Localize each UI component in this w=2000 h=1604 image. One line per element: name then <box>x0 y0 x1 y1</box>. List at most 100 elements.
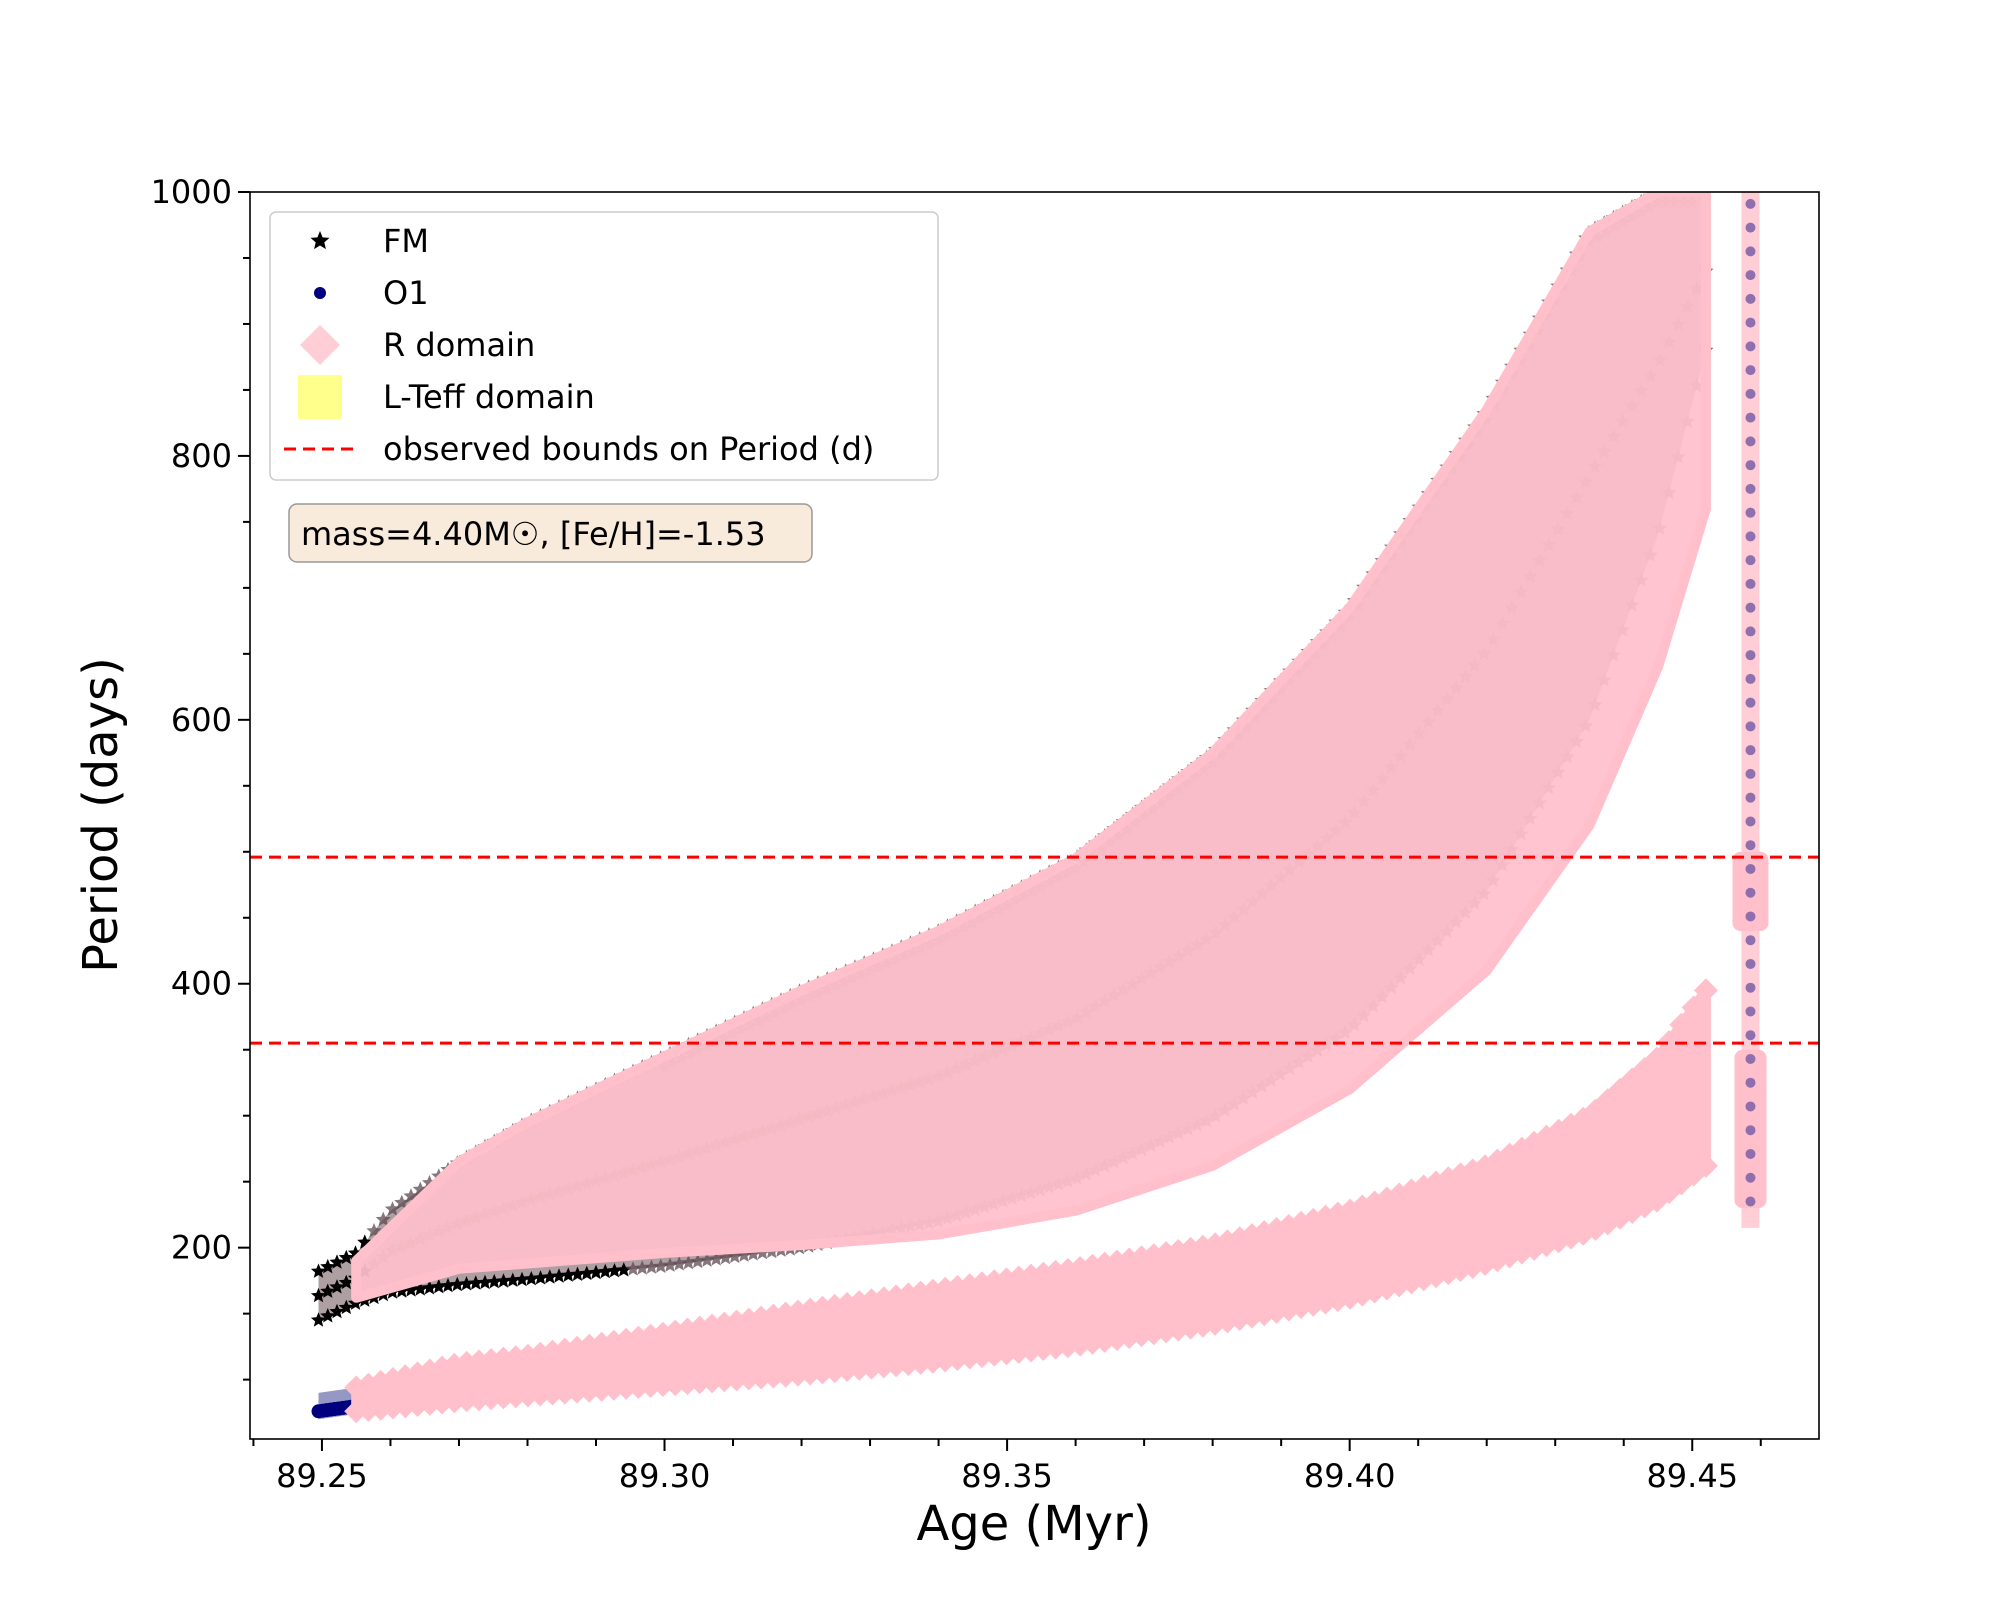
x-tick-label: 89.45 <box>1646 1457 1738 1495</box>
blue-loop-point <box>1745 436 1756 447</box>
blue-loop-point <box>1745 626 1756 637</box>
fm-point <box>495 1273 512 1288</box>
blue-loop-point <box>1745 911 1756 922</box>
blue-loop-point <box>1745 1172 1756 1183</box>
blue-loop-point <box>1745 246 1756 257</box>
r-domain-point <box>1644 1046 1669 1071</box>
fm-point <box>514 1271 530 1287</box>
y-tick-label: 800 <box>171 437 232 475</box>
fm-point <box>736 1247 752 1262</box>
info-box-frame <box>288 503 813 563</box>
fm-point <box>708 1251 724 1266</box>
fm-point <box>717 1249 734 1265</box>
info-box-text: mass=4.40M☉, [Fe/H]=-1.53 <box>301 515 766 553</box>
fm-point <box>310 1287 327 1303</box>
y-tick-label: 400 <box>171 965 232 1003</box>
blue-loop-point <box>1745 198 1756 209</box>
legend-marker-o1 <box>314 287 326 299</box>
legend-label-fm: FM <box>383 222 429 260</box>
fm-point <box>634 1260 650 1275</box>
fm-point <box>394 1194 410 1210</box>
blue-loop-point <box>1745 578 1756 589</box>
blue-loop-point <box>1745 555 1756 566</box>
fm-point <box>320 1308 336 1323</box>
legend-marker-fm <box>310 231 330 250</box>
fm-point <box>468 1275 484 1290</box>
blue-loop-point <box>1745 317 1756 328</box>
blue-loop-point <box>1745 768 1756 779</box>
blue-loop-point <box>1745 1101 1756 1112</box>
fm-point <box>477 1274 493 1290</box>
fm-point <box>329 1303 345 1319</box>
fm-point <box>625 1261 641 1276</box>
legend-markers <box>284 231 356 451</box>
fm-point <box>338 1274 354 1290</box>
blue-loop-point <box>1745 1030 1756 1041</box>
info-box: mass=4.40M☉, [Fe/H]=-1.53 <box>288 503 813 563</box>
fm-point <box>458 1276 475 1291</box>
r-domain-fm-region <box>351 192 1711 1303</box>
legend-label-o1: O1 <box>383 274 429 312</box>
r-domain-point <box>1693 978 1718 1003</box>
blue-loop-point <box>1745 365 1756 376</box>
blue-loop-point <box>1745 745 1756 756</box>
blue-loop-point <box>1745 650 1756 661</box>
fm-point <box>690 1253 706 1269</box>
fm-point <box>569 1266 586 1281</box>
blue-loop-strip <box>1741 192 1760 1228</box>
y-axis-title: Period (days) <box>73 657 129 973</box>
blue-loop-point <box>1745 270 1756 281</box>
blue-loop-point <box>1745 341 1756 352</box>
blue-loop-point <box>1745 483 1756 494</box>
fm-point <box>597 1263 613 1279</box>
fm-point <box>320 1283 336 1298</box>
r-domain-point <box>1669 1012 1694 1037</box>
y-tick-label: 1000 <box>151 173 232 211</box>
blue-loop-point <box>1745 1077 1756 1088</box>
plot-frame <box>249 191 1820 1440</box>
blue-loop-series <box>1732 192 1769 1228</box>
r-domain-point <box>1657 1029 1682 1054</box>
blue-loop-point <box>1745 1006 1756 1017</box>
fm-point <box>338 1299 354 1315</box>
x-tick-label: 89.30 <box>619 1457 711 1495</box>
fm-point <box>532 1270 549 1285</box>
plot-area <box>250 192 1819 1424</box>
blue-loop-point <box>1745 982 1756 993</box>
fm-point <box>329 1279 345 1294</box>
legend-label-observed-bounds: observed bounds on Period (d) <box>383 430 874 468</box>
blue-loop-point <box>1745 222 1756 233</box>
legend: FM O1 R domain L-Teff domain observed bo… <box>269 211 939 481</box>
fm-point <box>375 1211 391 1227</box>
fm-point <box>579 1265 595 1281</box>
fm-point <box>338 1249 354 1265</box>
fm-point <box>727 1248 743 1264</box>
blue-loop-point <box>1745 1148 1756 1159</box>
blue-loop-point <box>1745 388 1756 399</box>
blue-loop-point <box>1745 792 1756 803</box>
x-tick-label: 89.25 <box>276 1457 368 1495</box>
fm-point <box>745 1246 761 1261</box>
fm-point <box>588 1264 604 1280</box>
blue-loop-point <box>1745 935 1756 946</box>
blue-loop-point <box>1745 887 1756 898</box>
legend-marker-r-domain <box>300 325 340 365</box>
fm-point <box>671 1256 687 1271</box>
legend-label-l-teff-domain: L-Teff domain <box>383 378 595 416</box>
fm-point <box>486 1273 502 1289</box>
blue-loop-point <box>1745 412 1756 423</box>
blue-loop-point <box>1745 507 1756 518</box>
fm-point <box>542 1269 558 1284</box>
blue-loop-point <box>1745 816 1756 827</box>
fm-point <box>412 1281 428 1296</box>
blue-loop-point <box>1745 697 1756 708</box>
fm-point <box>699 1252 715 1267</box>
blue-loop-point <box>1745 863 1756 874</box>
r-domain-series <box>344 192 1718 1424</box>
blue-loop-point <box>1745 958 1756 969</box>
fm-point <box>329 1254 345 1269</box>
y-tick-label: 200 <box>171 1229 232 1267</box>
fm-point <box>523 1271 539 1286</box>
